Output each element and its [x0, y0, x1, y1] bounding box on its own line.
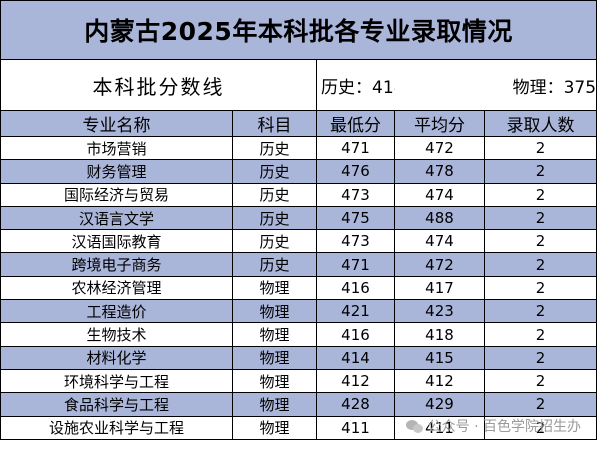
cell-subject: 历史	[232, 182, 317, 207]
cell-subject: 物理	[232, 322, 317, 347]
cell-count: 2	[483, 205, 597, 231]
score-line-label: 本科批分数线	[0, 59, 317, 111]
cell-major: 跨境电子商务	[0, 252, 233, 277]
cell-min-score: 475	[316, 205, 395, 231]
cell-min-score: 473	[316, 182, 395, 207]
cell-subject: 历史	[232, 229, 317, 254]
cell-subject: 历史	[232, 135, 317, 161]
cell-min-score: 473	[316, 229, 395, 254]
header-row: 专业名称 科目 最低分 平均分 录取人数	[0, 110, 597, 137]
cell-avg-score: 412	[394, 368, 485, 394]
cell-subject: 物理	[232, 275, 317, 301]
cell-major: 工程造价	[0, 299, 233, 324]
cell-avg-score: 423	[394, 299, 485, 324]
cell-count: 2	[483, 135, 597, 161]
cell-avg-score: 472	[394, 252, 485, 277]
cell-min-score: 428	[316, 392, 395, 417]
cell-avg-score: 418	[394, 322, 485, 347]
table-row: 农林经济管理 物理 416 417 2	[0, 275, 597, 301]
cell-count: 2	[483, 252, 597, 277]
cell-min-score: 416	[316, 275, 395, 301]
header-subject: 科目	[232, 110, 317, 137]
cell-avg-score: 474	[394, 182, 485, 207]
cell-count: 2	[483, 275, 597, 301]
table-row: 生物技术 物理 416 418 2	[0, 322, 597, 347]
table-row: 汉语言文学 历史 475 488 2	[0, 205, 597, 231]
cell-count: 2	[483, 392, 597, 417]
cell-major: 设施农业科学与工程	[0, 415, 233, 440]
admission-table: 内蒙古2025年本科批各专业录取情况 本科批分数线 历史：418 物理：375 …	[0, 0, 597, 440]
cell-major: 农林经济管理	[0, 275, 233, 301]
cell-min-score: 421	[316, 299, 395, 324]
cell-avg-score: 415	[394, 345, 485, 370]
table-row: 设施农业科学与工程 物理 411 411 2	[0, 415, 597, 440]
cell-major: 食品科学与工程	[0, 392, 233, 417]
table-row: 汉语国际教育 历史 473 474 2	[0, 229, 597, 254]
cell-subject: 历史	[232, 252, 317, 277]
score-line-row: 本科批分数线 历史：418 物理：375	[0, 59, 597, 111]
cell-min-score: 412	[316, 368, 395, 394]
table-row: 跨境电子商务 历史 471 472 2	[0, 252, 597, 277]
cell-subject: 物理	[232, 345, 317, 370]
cell-avg-score: 474	[394, 229, 485, 254]
table-row: 材料化学 物理 414 415 2	[0, 345, 597, 370]
cell-major: 汉语国际教育	[0, 229, 233, 254]
table-row: 市场营销 历史 471 472 2	[0, 135, 597, 161]
cell-subject: 历史	[232, 205, 317, 231]
cell-count: 2	[483, 322, 597, 347]
cell-avg-score: 472	[394, 135, 485, 161]
header-count: 录取人数	[483, 110, 597, 137]
table-row: 工程造价 物理 421 423 2	[0, 299, 597, 324]
cell-major: 材料化学	[0, 345, 233, 370]
header-major: 专业名称	[0, 110, 233, 137]
cell-subject: 物理	[232, 392, 317, 417]
cell-count: 2	[483, 345, 597, 370]
cell-min-score: 471	[316, 252, 395, 277]
cell-count: 2	[483, 299, 597, 324]
cell-major: 国际经济与贸易	[0, 182, 233, 207]
cell-count: 2	[483, 159, 597, 184]
cell-min-score: 476	[316, 159, 395, 184]
cell-min-score: 414	[316, 345, 395, 370]
cell-major: 市场营销	[0, 135, 233, 161]
cell-subject: 物理	[232, 368, 317, 394]
cell-subject: 物理	[232, 415, 317, 440]
cell-avg-score: 488	[394, 205, 485, 231]
cell-count: 2	[483, 415, 597, 440]
table-row: 财务管理 历史 476 478 2	[0, 159, 597, 184]
score-line-physics: 物理：375	[394, 59, 597, 111]
cell-count: 2	[483, 368, 597, 394]
cell-avg-score: 429	[394, 392, 485, 417]
table-row: 国际经济与贸易 历史 473 474 2	[0, 182, 597, 207]
table-row: 食品科学与工程 物理 428 429 2	[0, 392, 597, 417]
cell-min-score: 471	[316, 135, 395, 161]
cell-major: 财务管理	[0, 159, 233, 184]
cell-avg-score: 478	[394, 159, 485, 184]
cell-subject: 历史	[232, 159, 317, 184]
table-row: 环境科学与工程 物理 412 412 2	[0, 368, 597, 394]
cell-count: 2	[483, 229, 597, 254]
score-line-history: 历史：418	[316, 59, 395, 111]
header-avg-score: 平均分	[394, 110, 485, 137]
cell-major: 汉语言文学	[0, 205, 233, 231]
cell-major: 生物技术	[0, 322, 233, 347]
cell-subject: 物理	[232, 299, 317, 324]
cell-major: 环境科学与工程	[0, 368, 233, 394]
header-min-score: 最低分	[316, 110, 395, 137]
sheet-title: 内蒙古2025年本科批各专业录取情况	[0, 0, 597, 60]
cell-avg-score: 417	[394, 275, 485, 301]
cell-count: 2	[483, 182, 597, 207]
cell-min-score: 416	[316, 322, 395, 347]
title-row: 内蒙古2025年本科批各专业录取情况	[0, 0, 597, 60]
cell-avg-score: 411	[394, 415, 485, 440]
cell-min-score: 411	[316, 415, 395, 440]
